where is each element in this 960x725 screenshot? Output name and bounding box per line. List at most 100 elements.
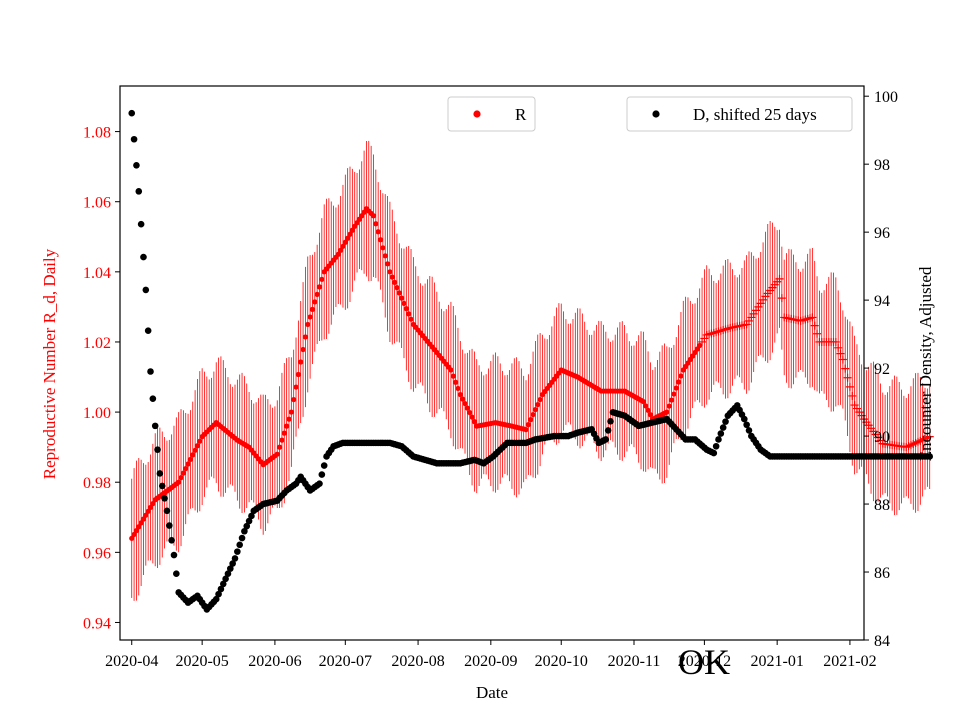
left-y-tick-label: 0.96 <box>83 545 111 562</box>
r-point <box>140 516 147 522</box>
x-tick-label: 2020-06 <box>248 653 301 670</box>
r-point <box>471 419 477 425</box>
r-point <box>276 444 283 450</box>
r-point <box>305 321 311 328</box>
r-point <box>377 237 384 243</box>
r-point <box>838 355 847 364</box>
r-point <box>469 414 475 420</box>
d-point <box>168 537 175 544</box>
x-tick-label: 2020-05 <box>175 653 228 670</box>
r-point <box>643 403 649 409</box>
r-point <box>406 311 412 317</box>
r-point <box>319 276 325 282</box>
r-point <box>300 346 306 353</box>
x-tick-label: 2020-11 <box>608 653 661 670</box>
d-point <box>130 135 138 143</box>
r-point <box>335 251 341 257</box>
d-point <box>926 453 934 460</box>
r-point <box>274 451 280 457</box>
r-point <box>347 231 353 237</box>
d-series <box>128 109 934 613</box>
r-point <box>307 314 313 320</box>
r-point <box>666 403 672 409</box>
ok-annotation: OK <box>678 642 730 682</box>
x-tick-label: 2020-07 <box>319 653 372 670</box>
plot-frame <box>119 85 865 641</box>
left-y-tick-label: 1.06 <box>83 195 111 212</box>
d-point <box>717 430 725 437</box>
r-point <box>775 274 784 283</box>
d-point <box>320 462 328 469</box>
legend-d-marker <box>652 110 660 118</box>
r-point <box>448 367 454 373</box>
r-point <box>664 409 670 415</box>
x-tick-label: 2020-04 <box>105 653 158 670</box>
r-point <box>453 379 459 385</box>
d-point <box>602 436 610 443</box>
r-point <box>349 227 355 233</box>
right-y-tick-label: 86 <box>874 565 890 582</box>
r-point <box>375 229 381 235</box>
r-point <box>836 349 845 358</box>
d-point <box>745 427 753 434</box>
legend-r: R <box>447 96 536 132</box>
d-point <box>607 418 614 425</box>
d-point <box>154 446 161 453</box>
d-point <box>712 442 720 450</box>
d-point <box>236 541 243 549</box>
r-point <box>396 290 402 296</box>
r-point <box>197 438 203 444</box>
r-point <box>457 391 463 398</box>
d-point <box>140 253 147 261</box>
d-point <box>161 495 168 502</box>
x-axis: 2020-04 2020-05 2020-06 2020-07 2020-08 2020-… <box>105 640 877 670</box>
r-point <box>187 456 194 463</box>
d-point <box>163 507 171 515</box>
left-y-tick-label: 1.02 <box>83 335 111 352</box>
left-y-axis-label: Reproductive Number R_d, Daily <box>40 248 59 479</box>
r-point <box>387 269 393 275</box>
r-point <box>384 261 391 267</box>
r-point <box>295 371 301 378</box>
r-point <box>675 379 682 385</box>
r-point <box>183 465 189 472</box>
d-point <box>715 436 722 443</box>
x-tick-label: 2020-08 <box>391 653 444 670</box>
r-point <box>143 512 149 518</box>
r-point <box>312 299 318 305</box>
r-point <box>841 364 850 373</box>
x-tick-label: 2020-10 <box>535 653 588 670</box>
r-point <box>147 504 154 511</box>
r-point <box>834 343 843 352</box>
r-point <box>777 294 786 303</box>
d-point <box>212 595 220 603</box>
r-point <box>399 295 405 301</box>
r-point <box>176 479 182 485</box>
r-point <box>455 385 461 392</box>
r-point <box>131 531 137 538</box>
right-y-tick-label: 100 <box>874 89 898 106</box>
r-point <box>316 284 323 290</box>
r-point <box>281 430 287 436</box>
d-point <box>248 512 255 520</box>
r-point <box>342 239 348 245</box>
right-y-tick-label: 94 <box>874 293 890 310</box>
right-y-tick-label: 88 <box>874 497 890 514</box>
r-point <box>925 432 934 441</box>
r-point <box>535 401 541 408</box>
d-point <box>710 449 718 457</box>
right-y-tick-label: 96 <box>874 225 890 242</box>
r-point <box>810 321 819 330</box>
right-y-tick-label: 84 <box>874 633 890 650</box>
r-point <box>129 535 135 541</box>
x-tick-label: 2020-12 <box>678 653 731 670</box>
r-point <box>370 213 377 219</box>
right-y-tick-label: 98 <box>874 157 890 174</box>
r-point <box>401 300 407 306</box>
r-point <box>286 416 292 422</box>
r-point <box>345 235 351 241</box>
r-series <box>129 206 934 541</box>
d-point <box>722 418 729 425</box>
r-point <box>808 313 817 322</box>
